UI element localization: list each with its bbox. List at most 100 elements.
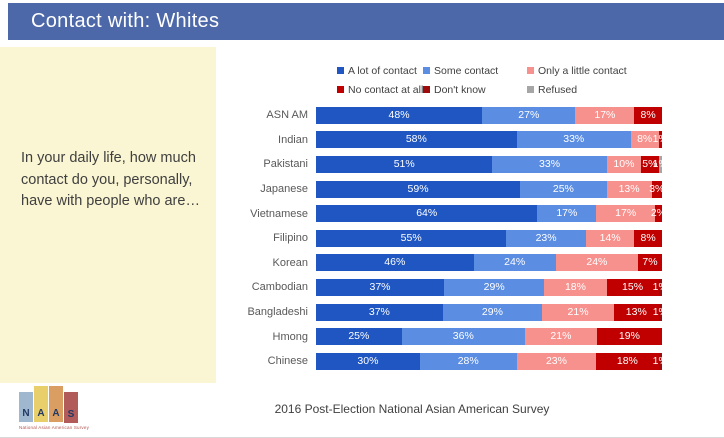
bar-value-label: 51% (393, 157, 415, 170)
chart-row: Chinese 30% 28% 23% 18% 1% (230, 349, 724, 374)
bar-value-label: 37% (369, 280, 391, 293)
question-text: In your daily life, how much contact do … (21, 150, 200, 209)
bar-segment: 8% (630, 131, 659, 149)
bar-segment: 46% (316, 254, 474, 272)
legend-label: Don't know (434, 83, 486, 96)
bar-segment: 29% (442, 303, 543, 321)
bar-segment: 1% (653, 278, 666, 296)
category-label: Hmong (272, 330, 308, 343)
bar-value-label: 46% (384, 256, 406, 269)
bar-segments: 58% 33% 8%1% (316, 131, 666, 149)
bar-segment: 13% (614, 303, 659, 321)
page-title: Contact with: Whites (31, 10, 220, 32)
naas-logo-letter: N (22, 408, 30, 419)
bar-value-label: 64% (416, 207, 438, 220)
category-label: Filipino (273, 232, 308, 245)
bar-value-label: 10% (613, 157, 635, 170)
bar-segment: 55% (316, 229, 507, 247)
category-label: Korean (272, 256, 308, 269)
bar: 58% 33% 8%1% (316, 131, 666, 149)
bar-segment: 51% (316, 155, 493, 173)
bar: 25% 36% 21% 19% (316, 328, 666, 346)
legend-label: Only a little contact (538, 64, 627, 77)
bar-segment: 24% (473, 254, 556, 272)
bar-segment: 23% (516, 352, 597, 370)
bar-segment: 17% (575, 106, 635, 124)
bar-value-label: 13% (625, 305, 647, 318)
bar-segment: 21% (524, 328, 597, 346)
bar-value-label: 21% (567, 305, 589, 318)
category-label: Pakistani (263, 158, 308, 171)
bar-segment: 64% (316, 205, 538, 223)
bar-value-label: 28% (457, 354, 479, 367)
bar-segment: 33% (516, 131, 631, 149)
bar-value-label: 3% (649, 182, 665, 195)
chart-row: Hmong 25% 36% 21% 19% (230, 324, 724, 349)
bar-segment: 27% (482, 106, 576, 124)
bar-value-label: 30% (357, 354, 379, 367)
bar-value-label: 27% (518, 108, 540, 121)
bar-segment: 1% (653, 155, 666, 173)
bar-value-label: 23% (545, 354, 567, 367)
bar-segment: 14% (585, 229, 635, 247)
legend-item: A lot of contact (337, 64, 423, 77)
bar-segment: 36% (401, 328, 525, 346)
bar-segment: 29% (444, 278, 545, 296)
bar-segment: 23% (506, 229, 586, 247)
bar-segment: 8% (634, 229, 662, 247)
chart-row: Indian 58% 33% 8%1% (230, 128, 724, 153)
bar-segments: 37% 29% 21% 13% 1% (316, 303, 666, 321)
naas-logo-bar: A (49, 386, 63, 422)
bar-segment: 8% (634, 106, 662, 124)
bar-value-label: 24% (504, 256, 526, 269)
bar-value-label: 5% (642, 157, 658, 170)
bar-segment: 48% (316, 106, 483, 124)
bar: 37% 29% 21% 13% 1% (316, 303, 666, 321)
bar-value-label: 1% (652, 157, 666, 170)
question-panel (0, 47, 216, 383)
naas-logo-letter: S (67, 409, 75, 420)
bar-segment: 17% (537, 205, 597, 223)
bar-segment: 1% (653, 352, 666, 370)
legend-item: Don't know (423, 83, 527, 96)
bar-segments: 51% 33% 10% 5%1% (316, 155, 666, 173)
naas-logo-caption: National Asian American Survey (19, 425, 90, 430)
bar-value-label: 8% (637, 133, 653, 146)
bar-value-label: 36% (452, 330, 474, 343)
bar: 51% 33% 10% 5%1% (316, 155, 666, 173)
legend-label: Refused (538, 83, 578, 96)
bar: 59% 25% 13% 3% (316, 180, 666, 198)
bar-segment: 30% (316, 352, 420, 370)
stacked-bar-chart: ASN AM48%27%17%8%Indian58%33%8%1%Pakista… (230, 103, 724, 374)
bar-segment: 13% (606, 180, 652, 198)
bar-value-label: 25% (348, 330, 370, 343)
bar-segment: 10% (606, 155, 642, 173)
title-bar: Contact with: Whites (8, 3, 724, 40)
bar-value-label: 21% (550, 330, 572, 343)
bar-value-label: 8% (640, 108, 656, 121)
bar-segment: 21% (542, 303, 615, 321)
naas-logo-letter: A (37, 408, 45, 419)
category-label: Chinese (267, 355, 308, 368)
bar: 64% 17% 17% 2% (316, 205, 666, 223)
bar-segments: 59% 25% 13% 3% (316, 180, 665, 198)
bar-segment: 37% (316, 303, 443, 321)
legend-label: Some contact (434, 64, 499, 77)
category-label: ASN AM (266, 109, 308, 122)
bar: 48% 27% 17% 8% (316, 106, 666, 124)
bar-value-label: 29% (483, 280, 505, 293)
bar-value-label: 19% (618, 330, 640, 343)
category-label: Indian (278, 133, 308, 146)
chart-row: Bangladeshi 37% 29% 21% 13% 1% (230, 300, 724, 325)
legend-swatch-icon (527, 67, 534, 74)
bar-value-label: 23% (535, 231, 557, 244)
legend-item: Refused (527, 83, 667, 96)
chart-row: ASN AM 48% 27% 17% 8% (230, 103, 724, 128)
bar-segment: 58% (316, 131, 517, 149)
naas-logo-bar: A (34, 386, 48, 422)
category-label: Cambodian (251, 281, 308, 294)
legend-item: Some contact (423, 64, 527, 77)
bar-value-label: 17% (556, 207, 578, 220)
